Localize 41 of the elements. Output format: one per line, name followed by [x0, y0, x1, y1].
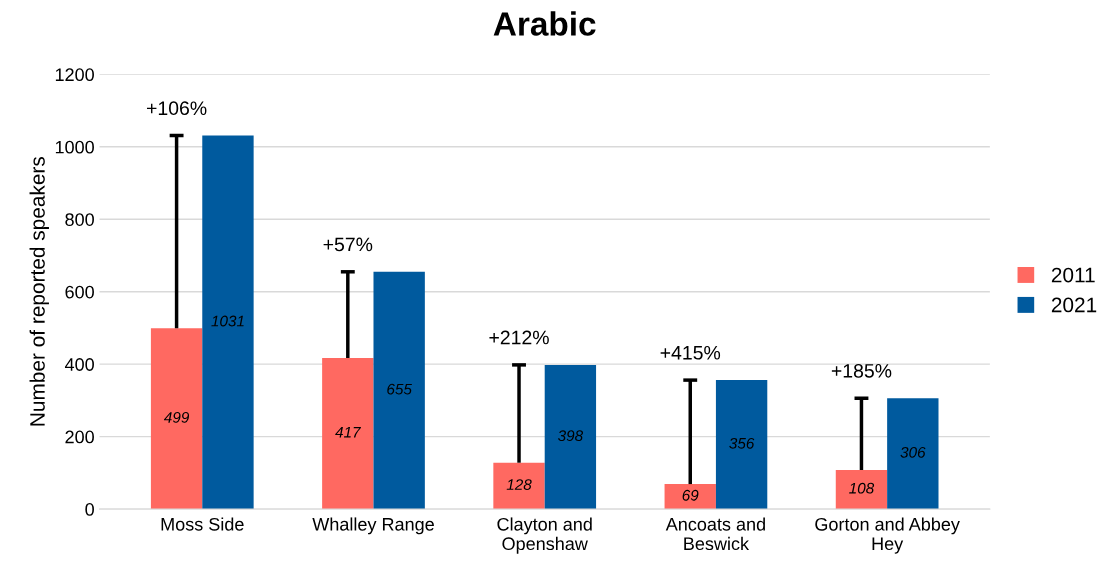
annotation: +106%: [147, 101, 207, 116]
bar: [202, 135, 254, 510]
x-tick-label: Ancoats and Beswick: [665, 517, 765, 551]
data-label: 655: [387, 383, 412, 395]
bar: [835, 469, 888, 510]
y-tick-label: 200: [65, 430, 94, 444]
bar: [150, 328, 203, 510]
data-label: 306: [900, 446, 926, 458]
data-label: 128: [506, 479, 532, 490]
y-tick-label: 1200: [55, 68, 94, 82]
bar: [664, 484, 716, 510]
legend-label: 2021: [1051, 297, 1097, 313]
bar: [887, 398, 939, 510]
annotation: +57%: [323, 237, 373, 252]
y-tick-label: 600: [65, 285, 94, 299]
data-label: 356: [729, 437, 755, 449]
data-label: 108: [849, 482, 875, 494]
x-tick-label: Moss Side: [161, 517, 244, 531]
y-tick-label: 0: [85, 503, 94, 516]
data-label: 499: [163, 411, 190, 423]
bar: [373, 271, 425, 510]
bar: [715, 380, 768, 510]
data-label: 69: [682, 489, 699, 501]
annotation: +212%: [489, 330, 549, 345]
y-tick-label: 400: [64, 358, 94, 371]
data-label: 1031: [211, 315, 244, 327]
bar: [544, 364, 597, 510]
data-label: 417: [335, 426, 362, 438]
x-tick-label: Clayton and Openshaw: [497, 517, 592, 554]
bar: [322, 358, 374, 510]
annotation: +415%: [660, 345, 721, 360]
legend-label: 2011: [1051, 267, 1095, 283]
chart-title: Arabic: [493, 11, 596, 36]
y-tick-label: 1000: [55, 140, 94, 154]
x-tick-label: Gorton and Abbey Hey: [815, 517, 960, 554]
x-tick-label: Whalley Range: [312, 517, 434, 535]
bar: [493, 462, 545, 510]
data-label: 398: [558, 430, 584, 442]
annotation: +185%: [831, 363, 892, 378]
y-tick-label: 800: [65, 213, 94, 226]
y-axis-title: Number of reported speakers: [29, 156, 49, 426]
